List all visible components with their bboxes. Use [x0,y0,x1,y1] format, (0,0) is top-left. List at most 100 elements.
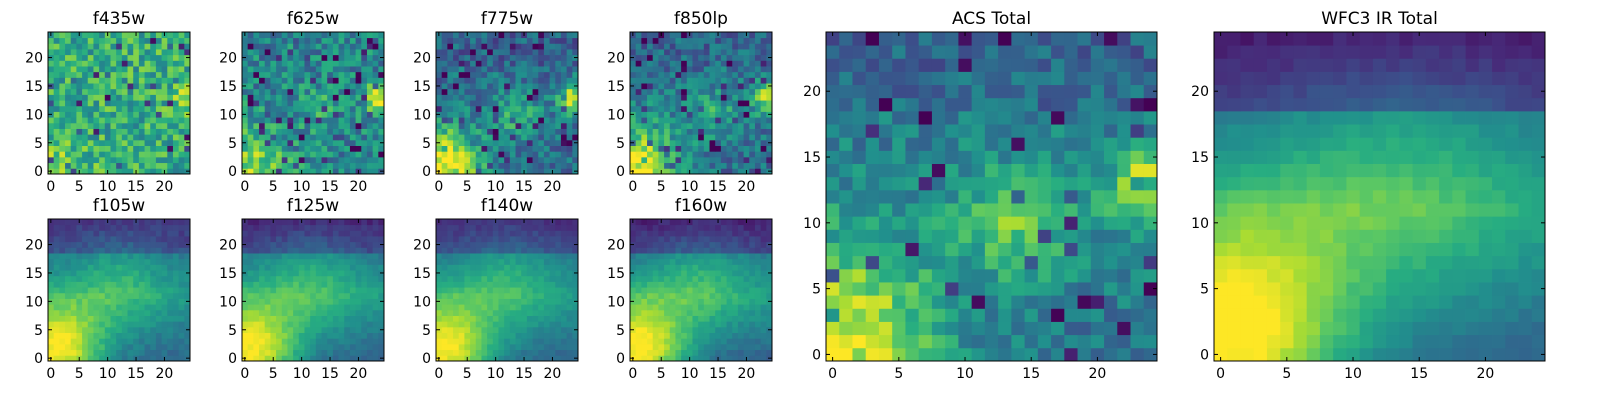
heatmap-cell [732,292,739,299]
heatmap-cell [509,287,516,294]
heatmap-cell [116,122,123,129]
heatmap-cell [498,275,505,282]
heatmap-cell [167,287,174,294]
heatmap-cell [155,105,162,112]
heatmap-cell [65,117,72,124]
heatmap-cell [378,162,385,169]
heatmap-cell [144,32,151,39]
heatmap-cell [99,275,106,282]
heatmap-cell [59,128,66,135]
heatmap-cell [737,315,744,322]
heatmap-cell [681,88,688,95]
heatmap-cell [521,281,528,288]
heatmap-cell [259,83,266,90]
heatmap-cell [658,151,665,158]
heatmap-cell [104,281,111,288]
heatmap-cell [121,315,128,322]
heatmap-cell [630,88,637,95]
heatmap-cell [652,71,659,78]
heatmap-cell [59,338,66,345]
heatmap-cell [48,66,55,73]
heatmap-cell [242,292,249,299]
heatmap-cell [515,298,522,305]
heatmap-cell [737,332,744,339]
heatmap-cell [293,224,300,231]
heatmap-cell [144,241,151,248]
heatmap-cell [515,54,522,61]
heatmap-cell [509,77,516,84]
heatmap-cell [270,338,277,345]
heatmap-cell [447,134,454,141]
x-tick-label: 15 [709,179,727,195]
heatmap-cell [116,111,123,118]
heatmap-cell [344,145,351,152]
heatmap-cell [167,37,174,44]
heatmap-cell [276,122,283,129]
heatmap-cell [664,298,671,305]
heatmap-cell [675,83,682,90]
heatmap-cell [664,168,671,175]
heatmap-cell [647,122,654,129]
heatmap-cell [509,349,516,356]
heatmap-cell [543,71,550,78]
heatmap-cell [310,349,317,356]
heatmap-cell [378,105,385,112]
heatmap-cell [93,332,100,339]
heatmap-cell [669,37,676,44]
heatmap-cell [70,253,77,260]
heatmap-cell [253,241,260,248]
heatmap-cell [732,128,739,135]
heatmap-cell [315,168,322,175]
heatmap-cell [715,66,722,73]
heatmap-cell [555,168,562,175]
heatmap-cell [65,224,72,231]
heatmap-cell [521,275,528,282]
heatmap-cell [349,168,356,175]
heatmap-cell [652,43,659,50]
heatmap-cell [138,315,145,322]
heatmap-cell [464,60,471,67]
heatmap-cell [652,298,659,305]
heatmap-cell [709,83,716,90]
heatmap-cell [686,292,693,299]
heatmap-cell [264,349,271,356]
heatmap-cell [641,355,648,362]
heatmap-cell [709,321,716,328]
heatmap-cell [104,349,111,356]
heatmap-cell [543,60,550,67]
heatmap-cell [720,309,727,316]
heatmap-cell [242,60,249,67]
heatmap-cell [498,100,505,107]
heatmap-cell [138,117,145,124]
heatmap-cell [453,326,460,333]
heatmap-cell [338,162,345,169]
heatmap-cell [161,224,168,231]
heatmap-cell [99,315,106,322]
heatmap-cell [532,253,539,260]
heatmap-cell [327,258,334,265]
heatmap-cell [498,117,505,124]
heatmap-cell [675,94,682,101]
heatmap-cell [338,304,345,311]
x-tick-label: 10 [681,179,699,195]
heatmap-cell [349,88,356,95]
heatmap-cell [692,355,699,362]
heatmap-cell [133,315,140,322]
x-tick-label: 0 [628,179,637,195]
heatmap-cell [264,32,271,39]
heatmap-cell [509,236,516,243]
heatmap-cell [458,151,465,158]
heatmap-cell [526,71,533,78]
heatmap-cell [327,83,334,90]
heatmap-cell [698,304,705,311]
heatmap-cell [349,298,356,305]
heatmap-cell [572,332,579,339]
heatmap-cell [475,111,482,118]
heatmap-cell [635,83,642,90]
heatmap-cell [298,292,305,299]
heatmap-cell [378,88,385,95]
heatmap-cell [53,105,60,112]
heatmap-cell [150,77,157,84]
heatmap-cell [253,128,260,135]
heatmap-cell [104,37,111,44]
